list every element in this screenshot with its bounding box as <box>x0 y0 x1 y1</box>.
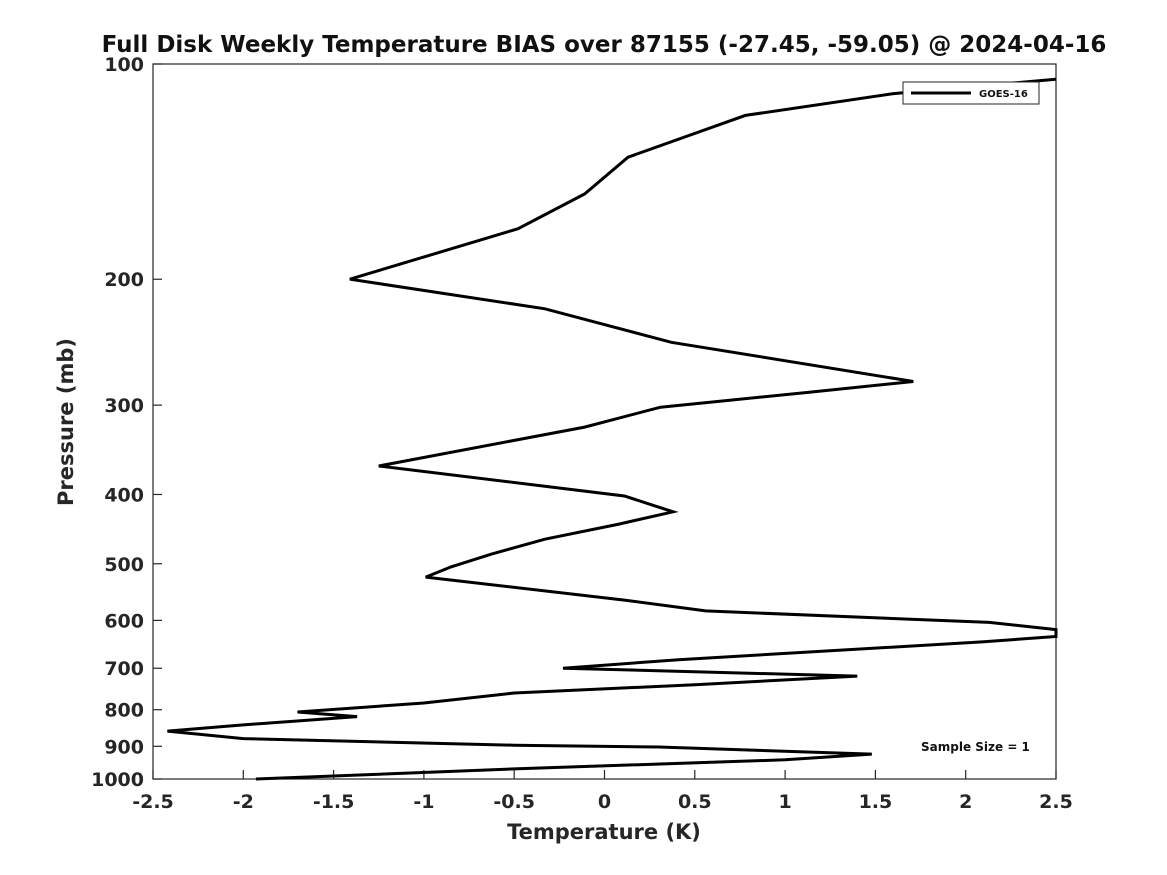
y-tick-label: 500 <box>104 554 144 576</box>
x-tick-label: -1 <box>413 791 434 813</box>
x-tick-label: 0 <box>598 791 611 813</box>
chart-title: Full Disk Weekly Temperature BIAS over 8… <box>102 32 1107 58</box>
x-tick-label: 1 <box>778 791 791 813</box>
legend-label: GOES-16 <box>979 89 1028 100</box>
sample-size-annotation: Sample Size = 1 <box>921 740 1030 754</box>
series-line-goes-16 <box>167 77 1058 781</box>
x-tick-label: -0.5 <box>493 791 535 813</box>
x-tick-label: -1.5 <box>313 791 355 813</box>
y-axis-label: Pressure (mb) <box>54 338 78 506</box>
x-axis-label: Temperature (K) <box>507 820 701 844</box>
x-tick-label: -2.5 <box>132 791 174 813</box>
y-tick-label: 1000 <box>91 769 144 791</box>
y-tick-label: 400 <box>104 484 144 506</box>
x-axis: -2.5 -2 -1.5 -1 -0.5 0 0.5 1 1.5 2 2.5 <box>132 770 1073 813</box>
y-tick-label: 100 <box>104 54 144 76</box>
y-tick-label: 300 <box>104 395 144 417</box>
legend: GOES-16 <box>902 81 1040 105</box>
y-tick-label: 600 <box>104 610 144 632</box>
y-axis: 100 200 300 400 500 600 700 800 900 1000 <box>91 54 162 791</box>
x-tick-label: 0.5 <box>678 791 712 813</box>
y-tick-label: 900 <box>104 736 144 758</box>
x-tick-label: 1.5 <box>859 791 893 813</box>
x-tick-label: -2 <box>233 791 254 813</box>
y-tick-label: 700 <box>104 658 144 680</box>
y-tick-label: 800 <box>104 700 144 722</box>
x-tick-label: 2.5 <box>1039 791 1073 813</box>
y-tick-label: 200 <box>104 269 144 291</box>
x-tick-label: 2 <box>959 791 972 813</box>
